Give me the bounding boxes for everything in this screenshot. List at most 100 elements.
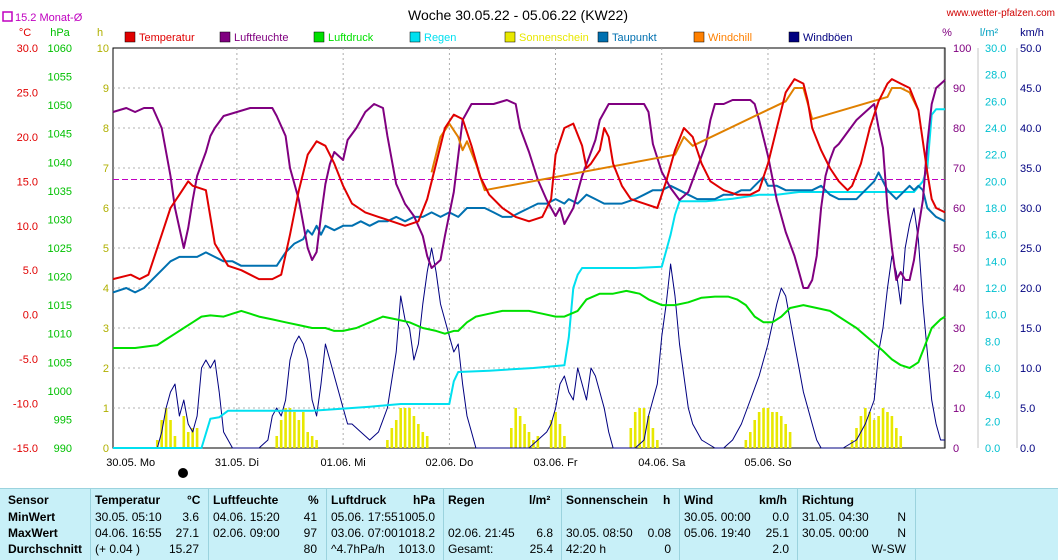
tick-wind_kmh-6: 20.0: [1020, 283, 1041, 295]
legend-label-0: Temperatur: [139, 32, 195, 44]
tick-wind_kmh-10: 0.0: [1020, 443, 1035, 455]
tick-pressure_hpa-10: 1010: [48, 329, 72, 341]
stats-minwert-dir-val: N: [897, 510, 906, 524]
tick-pressure_hpa-7: 1025: [48, 243, 72, 255]
tick-sunshine_h-8: 2: [103, 363, 109, 375]
stats-maxwert-temp-val: 27.1: [175, 526, 199, 540]
unit-rain: l/m²: [980, 27, 999, 39]
sunshine-bar-2: [164, 408, 168, 448]
sunshine-bar-21: [394, 420, 398, 448]
sunshine-bar-1: [160, 420, 163, 448]
stats-header-sunshine-unit: h: [663, 493, 671, 507]
tick-rain_lm2-12: 6.0: [985, 363, 1000, 375]
tick-temp_c-4: 10.0: [17, 221, 38, 233]
tick-pressure_hpa-6: 1030: [48, 214, 72, 226]
month-avg-marker-icon: [2, 11, 13, 22]
sunshine-bar-32: [523, 424, 526, 448]
tick-rain_lm2-11: 8.0: [985, 336, 1000, 348]
tick-wind_kmh-7: 15.0: [1020, 323, 1041, 335]
sunshine-bar-18: [315, 440, 318, 448]
sunshine-bars: [155, 408, 903, 448]
unit-temp: °C: [19, 27, 31, 39]
site-link[interactable]: www.wetter-pfalzen.com: [946, 8, 1055, 19]
stats-maxwert-wind-val: 25.1: [765, 526, 789, 540]
sunshine-bar-41: [633, 412, 637, 448]
x-tick-5: 04.06. Sa: [638, 457, 686, 469]
stats-durchschnitt-sun-val: 0: [664, 542, 671, 556]
tick-rain_lm2-3: 24.0: [985, 123, 1006, 135]
series-luftfeuchte: [112, 79, 946, 289]
stats-maxwert-hum-date: 02.06. 09:00: [213, 526, 280, 540]
sunshine-bar-30: [514, 408, 518, 448]
sunshine-bar-53: [771, 412, 774, 448]
x-tick-4: 03.06. Fr: [534, 457, 578, 469]
sunshine-bar-57: [788, 432, 792, 448]
tick-pressure_hpa-11: 1005: [48, 357, 72, 369]
stats-maxwert-rain-date: 02.06. 21:45: [448, 526, 515, 540]
sunshine-bar-20: [390, 428, 394, 448]
tick-sunshine_h-4: 6: [103, 203, 109, 215]
sunshine-bar-17: [310, 436, 314, 448]
stats-minwert-label: MinWert: [8, 510, 56, 524]
tick-humidity_pct-10: 0: [953, 443, 959, 455]
legend-swatch-5: [597, 31, 609, 43]
x-axis-labels: 30.05. Mo 31.05. Di 01.06. Mi 02.06. Do 03.0…: [106, 457, 791, 469]
sunshine-bar-61: [864, 408, 867, 448]
legend-label-7: Windböen: [803, 32, 853, 44]
sunshine-bar-31: [518, 416, 522, 448]
stats-minwert-press-date: 05.06. 17:55: [331, 510, 398, 524]
sunshine-bar-44: [647, 416, 650, 448]
stats-durchschnitt-rain-val: 25.4: [529, 542, 553, 556]
sunshine-bar-56: [784, 424, 787, 448]
x-tick-2: 01.06. Mi: [321, 457, 366, 469]
sunshine-bar-65: [881, 408, 885, 448]
tick-pressure_hpa-3: 1045: [48, 129, 72, 141]
series-taupunkt: [112, 171, 946, 294]
weather-week-chart: Woche 30.05.22 - 05.06.22 (KW22) www.wet…: [2, 7, 1055, 478]
stats-header-temp: Temperatur: [95, 493, 161, 507]
tick-sunshine_h-0: 10: [97, 43, 109, 55]
unit-sunshine: h: [97, 27, 103, 39]
tick-temp_c-7: -5.0: [19, 354, 38, 366]
tick-humidity_pct-2: 80: [953, 123, 965, 135]
stats-maxwert-dir-date: 30.05. 00:00: [802, 526, 869, 540]
sunshine-bar-4: [173, 436, 177, 448]
sunshine-bar-10: [279, 420, 283, 448]
sunshine-bar-54: [775, 412, 779, 448]
tick-wind_kmh-5: 25.0: [1020, 243, 1041, 255]
sunshine-bar-43: [642, 408, 646, 448]
legend-label-5: Taupunkt: [612, 32, 657, 44]
stats-header-pressure-unit: hPa: [413, 493, 436, 507]
stats-maxwert-press-date: 03.06. 07:00: [331, 526, 398, 540]
series-windböen: [113, 207, 945, 449]
sunshine-bar-26: [417, 424, 420, 448]
stats-header-humidity: Luftfeuchte: [213, 493, 279, 507]
legend-swatch-3: [409, 31, 421, 43]
stats-maxwert-sun-date: 30.05. 08:50: [566, 526, 633, 540]
tick-pressure_hpa-8: 1020: [48, 272, 72, 284]
sunshine-bar-23: [403, 408, 407, 448]
tick-temp_c-3: 15.0: [17, 176, 38, 188]
sunshine-bar-36: [549, 420, 553, 448]
stats-durchschnitt-hum-val: 80: [303, 542, 317, 556]
sunshine-bar-35: [536, 436, 540, 448]
sunshine-bar-3: [169, 420, 172, 448]
sunshine-bar-15: [301, 412, 305, 448]
sunshine-bar-19: [386, 440, 389, 448]
sunshine-bar-58: [850, 440, 854, 448]
sunshine-bar-7: [191, 428, 194, 448]
sunshine-bar-52: [766, 408, 770, 448]
tick-pressure_hpa-5: 1035: [48, 186, 72, 198]
sunshine-bar-51: [762, 408, 765, 448]
tick-humidity_pct-9: 10: [953, 403, 965, 415]
tick-sunshine_h-10: 0: [103, 443, 109, 455]
tick-temp_c-1: 25.0: [17, 87, 38, 99]
tick-sunshine_h-9: 1: [103, 403, 109, 415]
sunshine-bar-16: [306, 432, 310, 448]
stats-header-humidity-unit: %: [308, 493, 319, 507]
tick-sunshine_h-7: 3: [103, 323, 109, 335]
stats-durchschnitt-label: Durchschnitt: [8, 542, 83, 556]
tick-wind_kmh-3: 35.0: [1020, 163, 1041, 175]
stats-header-sensor: Sensor: [8, 493, 49, 507]
stats-durchschnitt-sun-date: 42:20 h: [566, 542, 607, 556]
